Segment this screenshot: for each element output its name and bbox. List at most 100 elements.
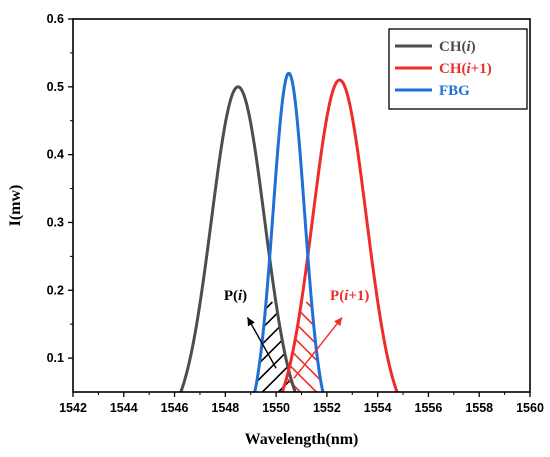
x-tick-label: 1556 xyxy=(415,401,443,415)
label-part: i xyxy=(238,288,243,304)
hatch-line xyxy=(118,302,208,392)
hatch-line xyxy=(243,301,257,392)
x-tick-label: 1560 xyxy=(516,401,544,415)
annotation-label: P(i+1) xyxy=(330,288,369,304)
hatch-line xyxy=(54,302,144,392)
hatch-line xyxy=(438,302,528,392)
hatch-line xyxy=(406,302,496,392)
annotation-arrow-head xyxy=(334,317,343,327)
x-tick-label: 1548 xyxy=(211,401,239,415)
label-part: FBG xyxy=(439,83,470,99)
y-tick-label: 0.6 xyxy=(47,12,64,26)
hatch-line xyxy=(402,302,492,392)
x-tick-label: 1554 xyxy=(364,401,392,415)
hatch-line xyxy=(0,302,44,392)
hatch-line xyxy=(370,302,460,392)
y-tick-label: 0.5 xyxy=(47,80,64,94)
label-part: i xyxy=(344,288,349,304)
overlap-hatching xyxy=(0,301,550,392)
hatch-line xyxy=(470,302,550,392)
hatch-line xyxy=(18,302,108,392)
x-tick-label: 1542 xyxy=(59,401,87,415)
series-line xyxy=(253,71,325,392)
label-part: +1) xyxy=(348,288,369,304)
hatch-line xyxy=(98,302,188,392)
hatch-line xyxy=(0,302,32,392)
overlap-region-ch-i xyxy=(0,301,550,392)
label-part: i xyxy=(467,61,472,77)
hatch-line xyxy=(130,302,220,392)
x-axis-title: Wavelength(nm) xyxy=(245,431,359,448)
x-tick-label: 1544 xyxy=(110,401,138,415)
hatch-line xyxy=(450,302,540,392)
annotation-label: P(i) xyxy=(224,288,247,304)
hatch-line xyxy=(514,302,550,392)
label-part: CH( xyxy=(439,61,467,77)
hatch-line xyxy=(34,302,124,392)
hatch-line xyxy=(498,302,550,392)
hatch-line xyxy=(530,302,550,392)
hatch-line xyxy=(70,302,160,392)
hatch-line xyxy=(486,302,550,392)
series-line xyxy=(280,78,399,392)
hatch-line xyxy=(546,302,550,392)
hatch-line xyxy=(261,301,307,392)
hatch-line xyxy=(22,302,112,392)
hatch-line xyxy=(66,302,156,392)
hatch-line xyxy=(342,302,432,392)
label-part: P( xyxy=(330,288,344,304)
hatch-line xyxy=(454,302,544,392)
hatch-line xyxy=(482,302,550,392)
hatch-line xyxy=(358,302,448,392)
hatch-line xyxy=(38,302,128,392)
hatch-line xyxy=(271,301,285,392)
y-axis-title: I(mw) xyxy=(7,185,24,227)
y-tick-label: 0.1 xyxy=(47,351,64,365)
hatch-line xyxy=(0,302,28,392)
hatch-line xyxy=(0,302,48,392)
hatch-line xyxy=(534,302,550,392)
y-tick-label: 0.2 xyxy=(47,283,64,297)
hatch-line xyxy=(0,302,64,392)
label-part: i xyxy=(467,39,472,55)
hatch-line xyxy=(150,302,240,392)
hatch-line xyxy=(502,302,550,392)
hatch-line xyxy=(321,301,335,392)
hatch-line xyxy=(102,302,192,392)
label-part: ) xyxy=(242,288,247,304)
hatch-line xyxy=(6,302,96,392)
hatch-line xyxy=(518,302,550,392)
legend: CH(i) CH(i+1) FBG xyxy=(388,28,528,110)
hatch-line xyxy=(374,302,464,392)
hatch-line xyxy=(338,302,428,392)
hatch-line xyxy=(0,302,16,392)
annotation-arrows xyxy=(246,316,343,379)
hatch-line xyxy=(134,302,224,392)
hatch-line xyxy=(50,302,140,392)
label-part: ) xyxy=(471,39,476,55)
y-tick-label: 0.4 xyxy=(47,148,64,162)
hatch-line xyxy=(162,302,252,392)
hatch-line xyxy=(2,302,92,392)
label-part: CH( xyxy=(439,39,467,55)
hatch-line xyxy=(0,302,60,392)
hatch-line xyxy=(0,302,80,392)
label-part: P( xyxy=(224,288,238,304)
hatch-line xyxy=(354,302,444,392)
x-tick-label: 1558 xyxy=(465,401,493,415)
hatch-line xyxy=(386,302,476,392)
annotation-arrow-line xyxy=(246,317,277,369)
hatch-line xyxy=(466,302,550,392)
series-line xyxy=(179,85,297,392)
legend-label: FBG xyxy=(439,83,470,99)
axis-ticks: 1542 1544 1546 1548 1550 1552 1554 1556 1558 1560… xyxy=(47,12,544,415)
hatch-line xyxy=(114,302,204,392)
hatch-line xyxy=(390,302,480,392)
hatch-line xyxy=(422,302,512,392)
hatch-line xyxy=(418,302,508,392)
annotations: P(i) P(i+1) xyxy=(224,288,370,304)
annotation-arrow-head xyxy=(247,317,255,327)
legend-label: CH(i+1) xyxy=(439,61,492,77)
x-tick-label: 1552 xyxy=(313,401,341,415)
hatch-line xyxy=(293,301,307,392)
